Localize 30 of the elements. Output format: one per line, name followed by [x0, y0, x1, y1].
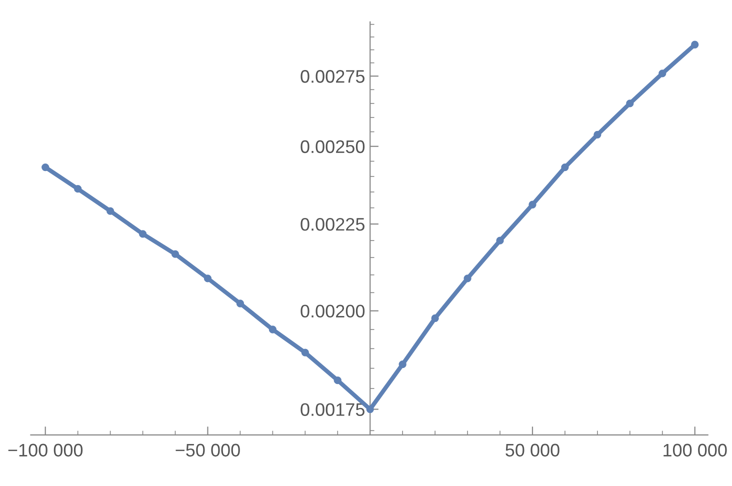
y-tick-label: 0.00200	[300, 304, 365, 318]
x-tick-label: 50 000	[506, 444, 560, 457]
point	[658, 70, 666, 78]
y-tick-label: 0.00175	[300, 403, 364, 416]
point	[334, 376, 342, 384]
y-tick-label: 0.00275	[300, 70, 364, 83]
x-tick-label: 100 000	[664, 444, 727, 457]
point	[626, 100, 634, 108]
point	[171, 250, 180, 258]
point	[138, 230, 147, 238]
point	[528, 200, 536, 208]
point	[561, 163, 569, 172]
point	[301, 348, 309, 356]
point	[236, 300, 244, 308]
point	[398, 360, 406, 368]
y-tick-label: 0.00225	[300, 218, 364, 231]
point	[594, 130, 602, 138]
point	[464, 274, 472, 282]
x-tick-label: −100 000	[8, 444, 83, 457]
point	[106, 207, 114, 215]
point	[691, 40, 699, 48]
point	[74, 185, 82, 193]
y-tick-label: 0.00250	[300, 140, 365, 154]
point	[42, 163, 50, 172]
point	[431, 314, 439, 322]
point	[366, 405, 374, 414]
point	[496, 236, 504, 244]
point	[268, 326, 276, 334]
x-tick-label: −50 000	[176, 444, 240, 457]
point	[204, 274, 212, 282]
